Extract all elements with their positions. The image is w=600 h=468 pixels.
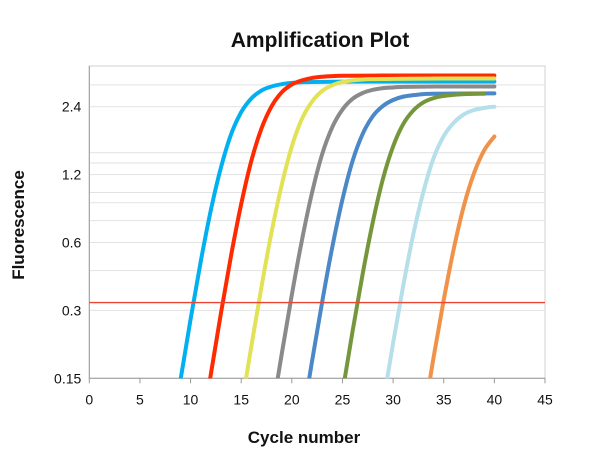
y-tick-label: 0.3 <box>62 302 82 318</box>
x-tick-label: 5 <box>136 391 144 407</box>
axes <box>88 66 546 384</box>
y-axis-label: Fluorescence <box>9 170 28 280</box>
x-tick-label: 20 <box>284 391 300 407</box>
series-group <box>89 73 545 379</box>
x-tick-label: 25 <box>335 391 351 407</box>
x-tick-label: 45 <box>537 391 553 407</box>
series-line-6 <box>342 91 487 379</box>
series-line-3 <box>244 76 497 379</box>
x-tick-label: 35 <box>436 391 452 407</box>
x-tick-label: 40 <box>487 391 503 407</box>
x-tick-label: 10 <box>183 391 199 407</box>
y-tick-label: 2.4 <box>62 99 82 115</box>
series-line-8 <box>428 134 497 379</box>
tick-labels: 0 5 10 15 20 25 30 35 40 45 0.15 0.3 0.6 1.2 2.4 <box>54 99 553 408</box>
x-tick-label: 15 <box>233 391 249 407</box>
series-line-7 <box>385 104 497 379</box>
y-tick-label: 0.6 <box>62 235 82 251</box>
chart-title: Amplification Plot <box>231 29 410 52</box>
y-tick-label: 0.15 <box>54 370 81 386</box>
x-axis-label: Cycle number <box>248 428 361 447</box>
series-line-2 <box>208 73 497 379</box>
x-tick-label: 30 <box>385 391 401 407</box>
series-line-4 <box>275 84 497 379</box>
x-tick-label: 0 <box>85 391 93 407</box>
series-line-5 <box>307 91 497 379</box>
y-tick-label: 1.2 <box>62 167 82 183</box>
